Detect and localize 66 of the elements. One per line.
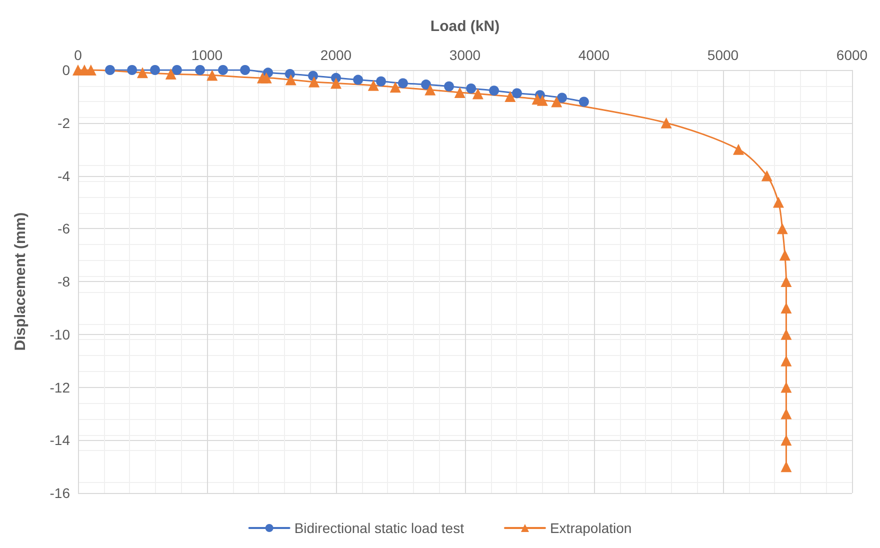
point [150,65,160,75]
y-tick-label: -8 [58,274,70,290]
point [195,65,206,75]
point [330,78,342,89]
y-axis-title: Displacement (mm) [12,212,29,351]
point [776,223,788,234]
point [780,276,792,287]
point [551,96,562,108]
point [780,434,792,446]
x-tick-label: 6000 [836,47,868,63]
legend-label: Bidirectional static load test [294,520,464,536]
point [472,88,484,100]
point [127,65,138,75]
x-tick-label: 5000 [707,47,739,63]
point [732,144,744,155]
point [260,72,272,84]
point [353,74,364,85]
point [421,80,432,90]
point [761,170,772,182]
point [368,80,379,91]
point [424,84,436,96]
point [780,328,792,340]
legend-label: Extrapolation [550,520,632,536]
y-tick-label: -2 [58,114,70,131]
x-axis-title: Load (kN) [430,18,500,35]
point [165,68,176,80]
point [376,76,386,86]
point [137,67,148,78]
point [779,250,790,261]
point [489,86,500,96]
y-tick-label: -14 [50,432,70,448]
point [308,76,320,88]
point [398,78,408,88]
point [240,65,250,75]
y-tick-label: 0 [62,62,70,78]
x-tick-label: 3000 [449,47,481,63]
point [105,65,115,75]
y-tick-label: -12 [50,379,70,396]
x-tick-label: 2000 [320,47,352,63]
x-tick-label: 4000 [578,47,610,63]
point [660,117,672,128]
x-tick-label: 0 [74,47,82,63]
point [444,81,454,92]
point [454,86,466,98]
point [780,408,792,420]
point [218,65,228,75]
point [780,382,792,393]
point [772,196,784,208]
point [780,355,792,366]
point [780,302,792,314]
y-tick-label: -10 [50,326,70,342]
y-tick-label: -16 [50,485,70,501]
y-tick-label: -4 [58,168,70,184]
point [780,461,792,472]
point [206,70,218,81]
point [504,90,516,102]
point [390,82,401,93]
point [512,88,522,98]
point [557,92,568,103]
point [172,65,182,75]
y-tick-label: -6 [58,220,70,237]
point [285,74,296,86]
point [466,84,476,94]
x-tick-label: 1000 [191,47,223,63]
point [536,94,548,106]
point [578,96,589,107]
